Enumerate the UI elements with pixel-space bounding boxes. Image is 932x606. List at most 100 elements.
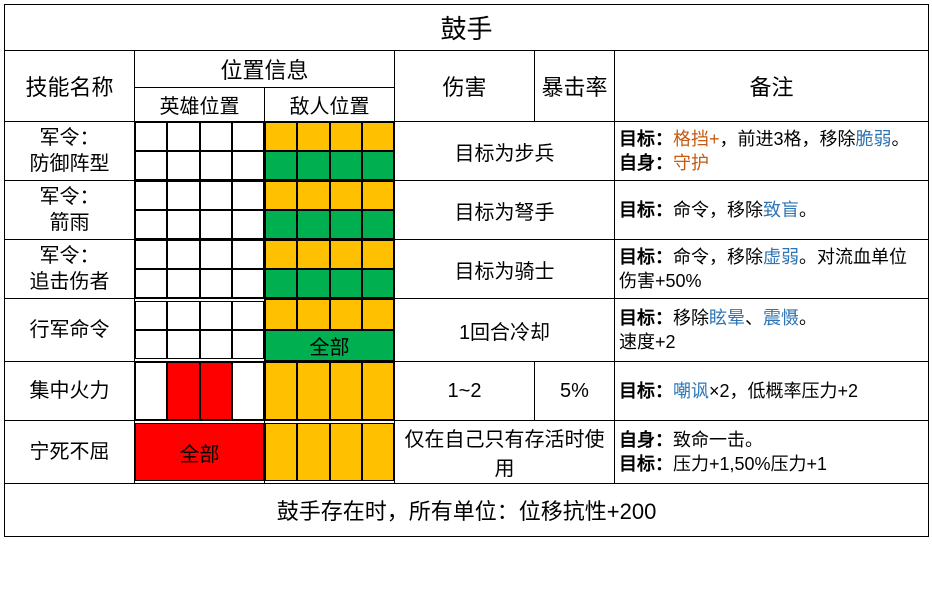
hdr-damage: 伤害 <box>395 51 535 122</box>
position-cell <box>330 269 362 298</box>
position-cell <box>297 181 329 210</box>
position-cell <box>330 362 362 420</box>
position-cell <box>265 362 297 420</box>
position-cell <box>330 299 362 330</box>
position-cell <box>265 210 297 239</box>
position-cell <box>297 423 329 481</box>
position-grid: 全部 <box>135 421 265 484</box>
position-cell <box>135 301 167 330</box>
hdr-hero-pos: 英雄位置 <box>135 88 265 122</box>
skill-row: 军令：箭雨 目标为弩手目标：命令，移除致盲。 <box>5 181 929 240</box>
position-cell <box>167 122 199 151</box>
notes-fragment: 致命一击。 <box>673 430 763 450</box>
position-cell <box>362 210 394 239</box>
notes-cell: 目标：命令，移除虚弱。对流血单位伤害+50% <box>615 240 929 299</box>
crit-cell: 5% <box>535 362 615 421</box>
notes-cell: 自身：致命一击。目标：压力+1,50%压力+1 <box>615 421 929 484</box>
position-cell <box>297 210 329 239</box>
position-cell <box>135 210 167 239</box>
position-cell <box>232 240 264 269</box>
position-cell <box>265 240 297 269</box>
damage-cell: 目标为骑士 <box>395 240 615 299</box>
notes-fragment: 目标： <box>619 247 673 267</box>
position-cell <box>265 423 297 481</box>
unit-title: 鼓手 <box>5 5 929 51</box>
position-cell <box>330 122 362 151</box>
passive-row: 鼓手存在时，所有单位：位移抗性+200 <box>5 484 929 537</box>
notes-fragment: 移除 <box>673 308 709 328</box>
position-cell <box>232 330 264 359</box>
position-cell <box>330 181 362 210</box>
position-cell <box>362 151 394 180</box>
notes-cell: 目标：命令，移除致盲。 <box>615 181 929 240</box>
position-grid <box>265 181 395 240</box>
position-cell <box>167 181 199 210</box>
position-cell <box>135 330 167 359</box>
position-cell <box>330 151 362 180</box>
notes-fragment: 压力+1,50%压力+1 <box>673 454 827 474</box>
damage-cell: 1~2 <box>395 362 535 421</box>
position-cell <box>232 151 264 180</box>
position-cell <box>167 240 199 269</box>
notes-fragment: 。 <box>892 129 910 149</box>
notes-fragment: ×2，低概率压力+2 <box>709 381 858 401</box>
position-cell <box>362 122 394 151</box>
position-cell <box>200 330 232 359</box>
damage-cell: 仅在自己只有存活时使用 <box>395 421 615 484</box>
position-cell <box>200 240 232 269</box>
position-cell <box>362 240 394 269</box>
position-cell <box>362 299 394 330</box>
position-cell <box>135 362 167 420</box>
notes-fragment: 目标： <box>619 381 673 401</box>
position-cell <box>135 181 167 210</box>
position-cell <box>232 362 264 420</box>
notes-fragment: 眩晕 <box>709 308 745 328</box>
notes-fragment: 自身： <box>619 430 673 450</box>
damage-cell: 目标为弩手 <box>395 181 615 240</box>
position-cell <box>200 181 232 210</box>
position-cell <box>232 301 264 330</box>
damage-cell: 目标为步兵 <box>395 122 615 181</box>
notes-fragment: 守护 <box>673 153 709 173</box>
position-cell <box>135 240 167 269</box>
position-cell <box>330 423 362 481</box>
position-cell <box>200 362 232 420</box>
position-grid <box>265 122 395 181</box>
position-cell <box>167 151 199 180</box>
position-cell <box>297 122 329 151</box>
notes-fragment: ，前进3格，移除 <box>720 129 856 149</box>
skill-row: 军令：追击伤者目标为骑士目标：命令，移除虚弱。对流血单位伤害+50% <box>5 240 929 299</box>
hdr-position-info: 位置信息 <box>135 51 395 88</box>
position-cell <box>297 151 329 180</box>
notes-fragment: 格挡+ <box>673 129 720 149</box>
notes-fragment: 自身： <box>619 153 673 173</box>
position-cell <box>232 181 264 210</box>
position-cell <box>232 210 264 239</box>
notes-fragment: 目标： <box>619 308 673 328</box>
notes-fragment: 、 <box>745 308 763 328</box>
skill-name: 集中火力 <box>5 362 135 421</box>
position-cell <box>297 269 329 298</box>
position-cell <box>297 299 329 330</box>
position-cell <box>167 362 199 420</box>
position-cell <box>167 301 199 330</box>
position-cell <box>167 330 199 359</box>
notes-fragment: 致盲 <box>763 200 799 220</box>
position-cell <box>200 122 232 151</box>
position-cell <box>362 269 394 298</box>
hdr-notes: 备注 <box>615 51 929 122</box>
notes-fragment: 嘲讽 <box>673 381 709 401</box>
notes-fragment: 。 <box>799 200 817 220</box>
skill-row: 军令：防御阵型目标为步兵目标：格挡+，前进3格，移除脆弱。自身：守护 <box>5 122 929 181</box>
position-grid <box>265 421 395 484</box>
skill-name: 军令：防御阵型 <box>5 122 135 181</box>
notes-fragment: 脆弱 <box>856 129 892 149</box>
notes-fragment: 速度+2 <box>619 332 676 352</box>
skill-name: 军令：箭雨 <box>5 181 135 240</box>
hdr-crit: 暴击率 <box>535 51 615 122</box>
position-cell <box>200 151 232 180</box>
position-cell <box>200 269 232 298</box>
position-grid: 全部 <box>265 299 395 362</box>
position-grid <box>135 122 265 181</box>
skill-name: 宁死不屈 <box>5 421 135 484</box>
